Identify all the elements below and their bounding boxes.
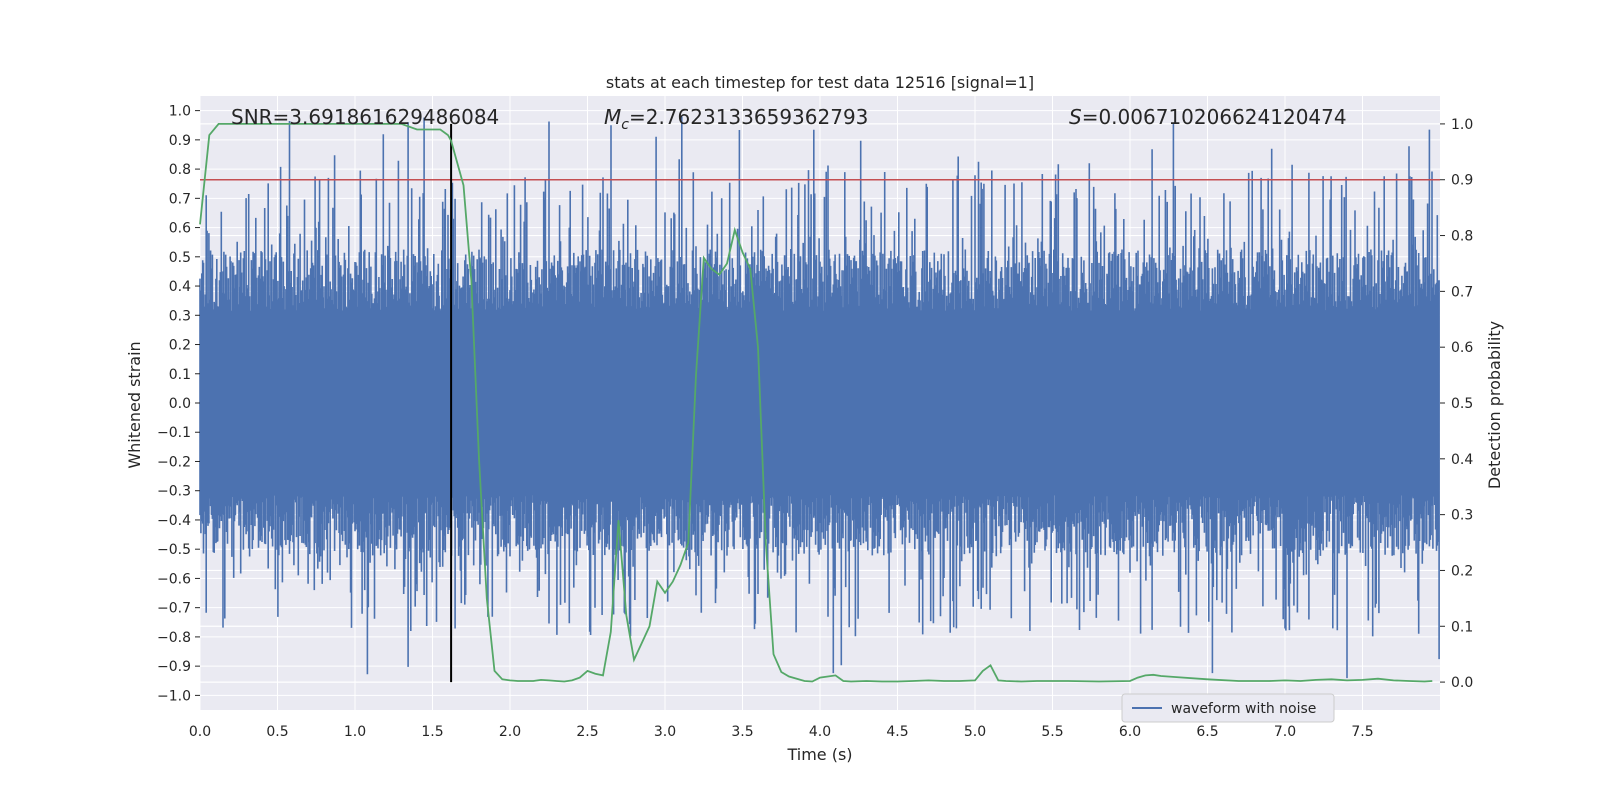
snr-annotation: SNR=3.691861629486084 bbox=[231, 105, 499, 129]
x-tick-label: 5.5 bbox=[1041, 724, 1063, 740]
y-axis-label-left: Whitened strain bbox=[125, 341, 144, 468]
y-tick-label-left: 0.7 bbox=[169, 191, 191, 207]
x-tick-label: 1.5 bbox=[421, 724, 443, 740]
y-tick-label-right: 0.6 bbox=[1451, 340, 1473, 356]
x-tick-label: 4.0 bbox=[809, 724, 831, 740]
y-tick-label-left: −0.7 bbox=[157, 601, 191, 617]
chirp-mass-annotation: Mc=2.7623133659362793 bbox=[604, 105, 868, 133]
y-tick-label-right: 1.0 bbox=[1451, 117, 1473, 133]
waveform-series bbox=[199, 116, 1440, 679]
x-tick-label: 2.5 bbox=[576, 724, 598, 740]
x-tick-label: 1.0 bbox=[344, 724, 366, 740]
y-tick-label-right: 0.3 bbox=[1451, 508, 1473, 524]
y-tick-label-left: −0.4 bbox=[157, 513, 191, 529]
x-tick-label: 7.0 bbox=[1274, 724, 1296, 740]
x-tick-label: 3.0 bbox=[654, 724, 676, 740]
y-tick-label-left: −0.5 bbox=[157, 542, 191, 558]
y-tick-label-left: 0.5 bbox=[169, 250, 191, 266]
x-tick-label: 0.0 bbox=[189, 724, 211, 740]
x-tick-label: 6.5 bbox=[1196, 724, 1218, 740]
y-tick-label-right: 0.9 bbox=[1451, 173, 1473, 189]
x-tick-label: 7.5 bbox=[1351, 724, 1373, 740]
x-axis-label: Time (s) bbox=[786, 745, 852, 764]
s-symbol: S bbox=[1069, 105, 1082, 129]
y-ticks-right: 0.0 0.1 0.2 0.3 0.4 0.5 0.6 0.7 0.8 0.9 1.0 bbox=[1440, 117, 1473, 691]
y-ticks-left: −1.0 −0.9 −0.8 −0.7 −0.6 −0.5 −0.4 −0.3 −0.2 −0.1… bbox=[157, 104, 200, 704]
y-tick-label-left: −0.6 bbox=[157, 571, 191, 587]
y-tick-label-left: −0.9 bbox=[157, 659, 191, 675]
waveform-path bbox=[199, 116, 1440, 679]
y-tick-label-right: 0.5 bbox=[1451, 396, 1473, 412]
s-annotation: S=0.006710206624120474 bbox=[1069, 105, 1347, 129]
y-tick-label-left: 0.8 bbox=[169, 162, 191, 178]
x-tick-label: 0.5 bbox=[266, 724, 288, 740]
y-tick-label-left: 0.4 bbox=[169, 279, 191, 295]
y-tick-label-left: 0.6 bbox=[169, 221, 191, 237]
legend: waveform with noise bbox=[1121, 693, 1335, 723]
y-tick-label-left: 0.1 bbox=[169, 367, 191, 383]
chirp-mass-subscript: c bbox=[621, 117, 629, 133]
y-tick-label-left: −0.2 bbox=[157, 454, 191, 470]
x-ticks: 0.0 0.5 1.0 1.5 2.0 2.5 3.0 3.5 4.0 4.5 5.0 5.5 6.0 6… bbox=[189, 724, 1374, 740]
x-tick-label: 2.0 bbox=[499, 724, 521, 740]
y-tick-label-left: 0.9 bbox=[169, 133, 191, 149]
x-tick-label: 5.0 bbox=[964, 724, 986, 740]
y-tick-label-left: 0.0 bbox=[169, 396, 191, 412]
x-tick-label: 6.0 bbox=[1119, 724, 1141, 740]
y-tick-label-right: 0.2 bbox=[1451, 563, 1473, 579]
y-tick-label-left: −0.3 bbox=[157, 484, 191, 500]
y-tick-label-left: −0.8 bbox=[157, 630, 191, 646]
y-tick-label-right: 0.0 bbox=[1451, 675, 1473, 691]
s-value: =0.006710206624120474 bbox=[1082, 105, 1347, 129]
chirp-mass-symbol: M bbox=[604, 105, 621, 129]
x-tick-label: 3.5 bbox=[731, 724, 753, 740]
probability-series bbox=[199, 123, 1433, 683]
y-tick-label-right: 0.7 bbox=[1451, 284, 1473, 300]
y-tick-label-left: 0.3 bbox=[169, 308, 191, 324]
y-axis-label-right: Detection probability bbox=[1485, 321, 1504, 489]
y-tick-label-left: −1.0 bbox=[157, 688, 191, 704]
y-tick-label-right: 0.4 bbox=[1451, 452, 1473, 468]
y-tick-label-right: 0.8 bbox=[1451, 229, 1473, 245]
y-tick-label-left: 0.2 bbox=[169, 338, 191, 354]
legend-box bbox=[1121, 693, 1335, 723]
y-tick-label-left: −0.1 bbox=[157, 425, 191, 441]
y-tick-label-left: 1.0 bbox=[169, 104, 191, 120]
x-tick-label: 4.5 bbox=[886, 724, 908, 740]
legend-label-waveform: waveform with noise bbox=[1171, 701, 1316, 717]
chirp-mass-value: =2.7623133659362793 bbox=[629, 105, 868, 129]
y-tick-label-right: 0.1 bbox=[1451, 619, 1473, 635]
chart-title: stats at each timestep for test data 125… bbox=[606, 73, 1034, 92]
